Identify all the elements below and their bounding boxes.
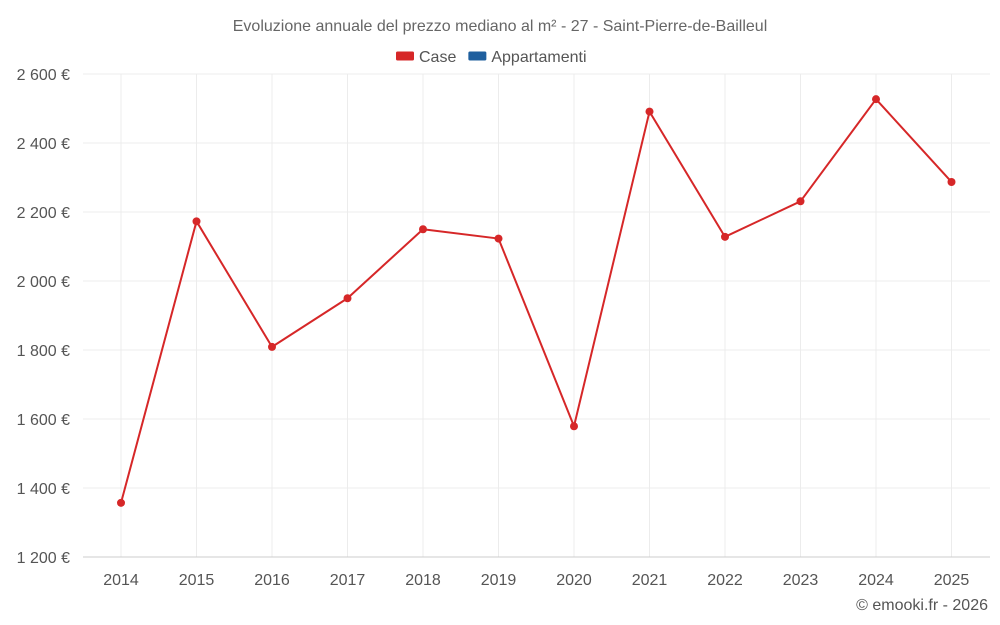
legend-label: Appartamenti bbox=[491, 49, 586, 66]
credit-text: © emooki.fr - 2026 bbox=[856, 597, 988, 614]
x-tick-label: 2018 bbox=[405, 572, 441, 589]
x-tick-label: 2023 bbox=[783, 572, 819, 589]
y-tick-label: 2 400 € bbox=[17, 136, 70, 153]
data-point-2019[interactable] bbox=[494, 234, 503, 243]
x-tick-label: 2024 bbox=[858, 572, 894, 589]
x-tick-label: 2016 bbox=[254, 572, 290, 589]
chart-title: Evoluzione annuale del prezzo mediano al… bbox=[233, 18, 768, 35]
x-tick-label: 2025 bbox=[934, 572, 970, 589]
data-point-2020[interactable] bbox=[570, 422, 578, 431]
data-point-2014[interactable] bbox=[117, 498, 125, 507]
legend-swatch bbox=[468, 51, 487, 61]
y-tick-label: 1 200 € bbox=[17, 550, 70, 567]
legend-item-case[interactable]: Case bbox=[396, 49, 456, 66]
data-point-2015[interactable] bbox=[192, 217, 201, 226]
x-tick-label: 2019 bbox=[481, 572, 517, 589]
data-point-2018[interactable] bbox=[419, 225, 427, 234]
data-point-2025[interactable] bbox=[947, 177, 956, 186]
series-line-case bbox=[120, 98, 953, 504]
series-layer bbox=[117, 95, 956, 507]
x-tick-label: 2021 bbox=[632, 572, 668, 589]
x-tick-label: 2014 bbox=[103, 572, 139, 589]
legend[interactable]: Case Appartamenti bbox=[396, 49, 587, 66]
data-point-2023[interactable] bbox=[796, 197, 805, 206]
data-point-2017[interactable] bbox=[343, 294, 352, 303]
x-tick-label: 2020 bbox=[556, 572, 592, 589]
legend-item-appartamenti[interactable]: Appartamenti bbox=[468, 49, 587, 66]
data-point-2016[interactable] bbox=[268, 342, 276, 351]
y-tick-label: 1 400 € bbox=[17, 481, 70, 498]
legend-swatch bbox=[396, 51, 414, 61]
y-tick-label: 2 200 € bbox=[17, 205, 70, 222]
data-point-2022[interactable] bbox=[721, 232, 729, 241]
y-tick-label: 2 000 € bbox=[17, 274, 70, 291]
y-tick-label: 1 800 € bbox=[17, 343, 70, 360]
axes: 1 200 € 1 400 € 1 600 € 1 800 € 2 000 € 2 200… bbox=[17, 67, 990, 589]
y-tick-label: 1 600 € bbox=[17, 412, 70, 429]
legend-label: Case bbox=[419, 49, 456, 66]
data-point-2024[interactable] bbox=[872, 95, 880, 104]
x-tick-label: 2017 bbox=[330, 572, 366, 589]
data-point-2021[interactable] bbox=[645, 107, 654, 116]
y-tick-label: 2 600 € bbox=[17, 67, 70, 84]
grid bbox=[83, 73, 990, 557]
x-tick-label: 2015 bbox=[179, 572, 215, 589]
x-tick-label: 2022 bbox=[707, 572, 743, 589]
